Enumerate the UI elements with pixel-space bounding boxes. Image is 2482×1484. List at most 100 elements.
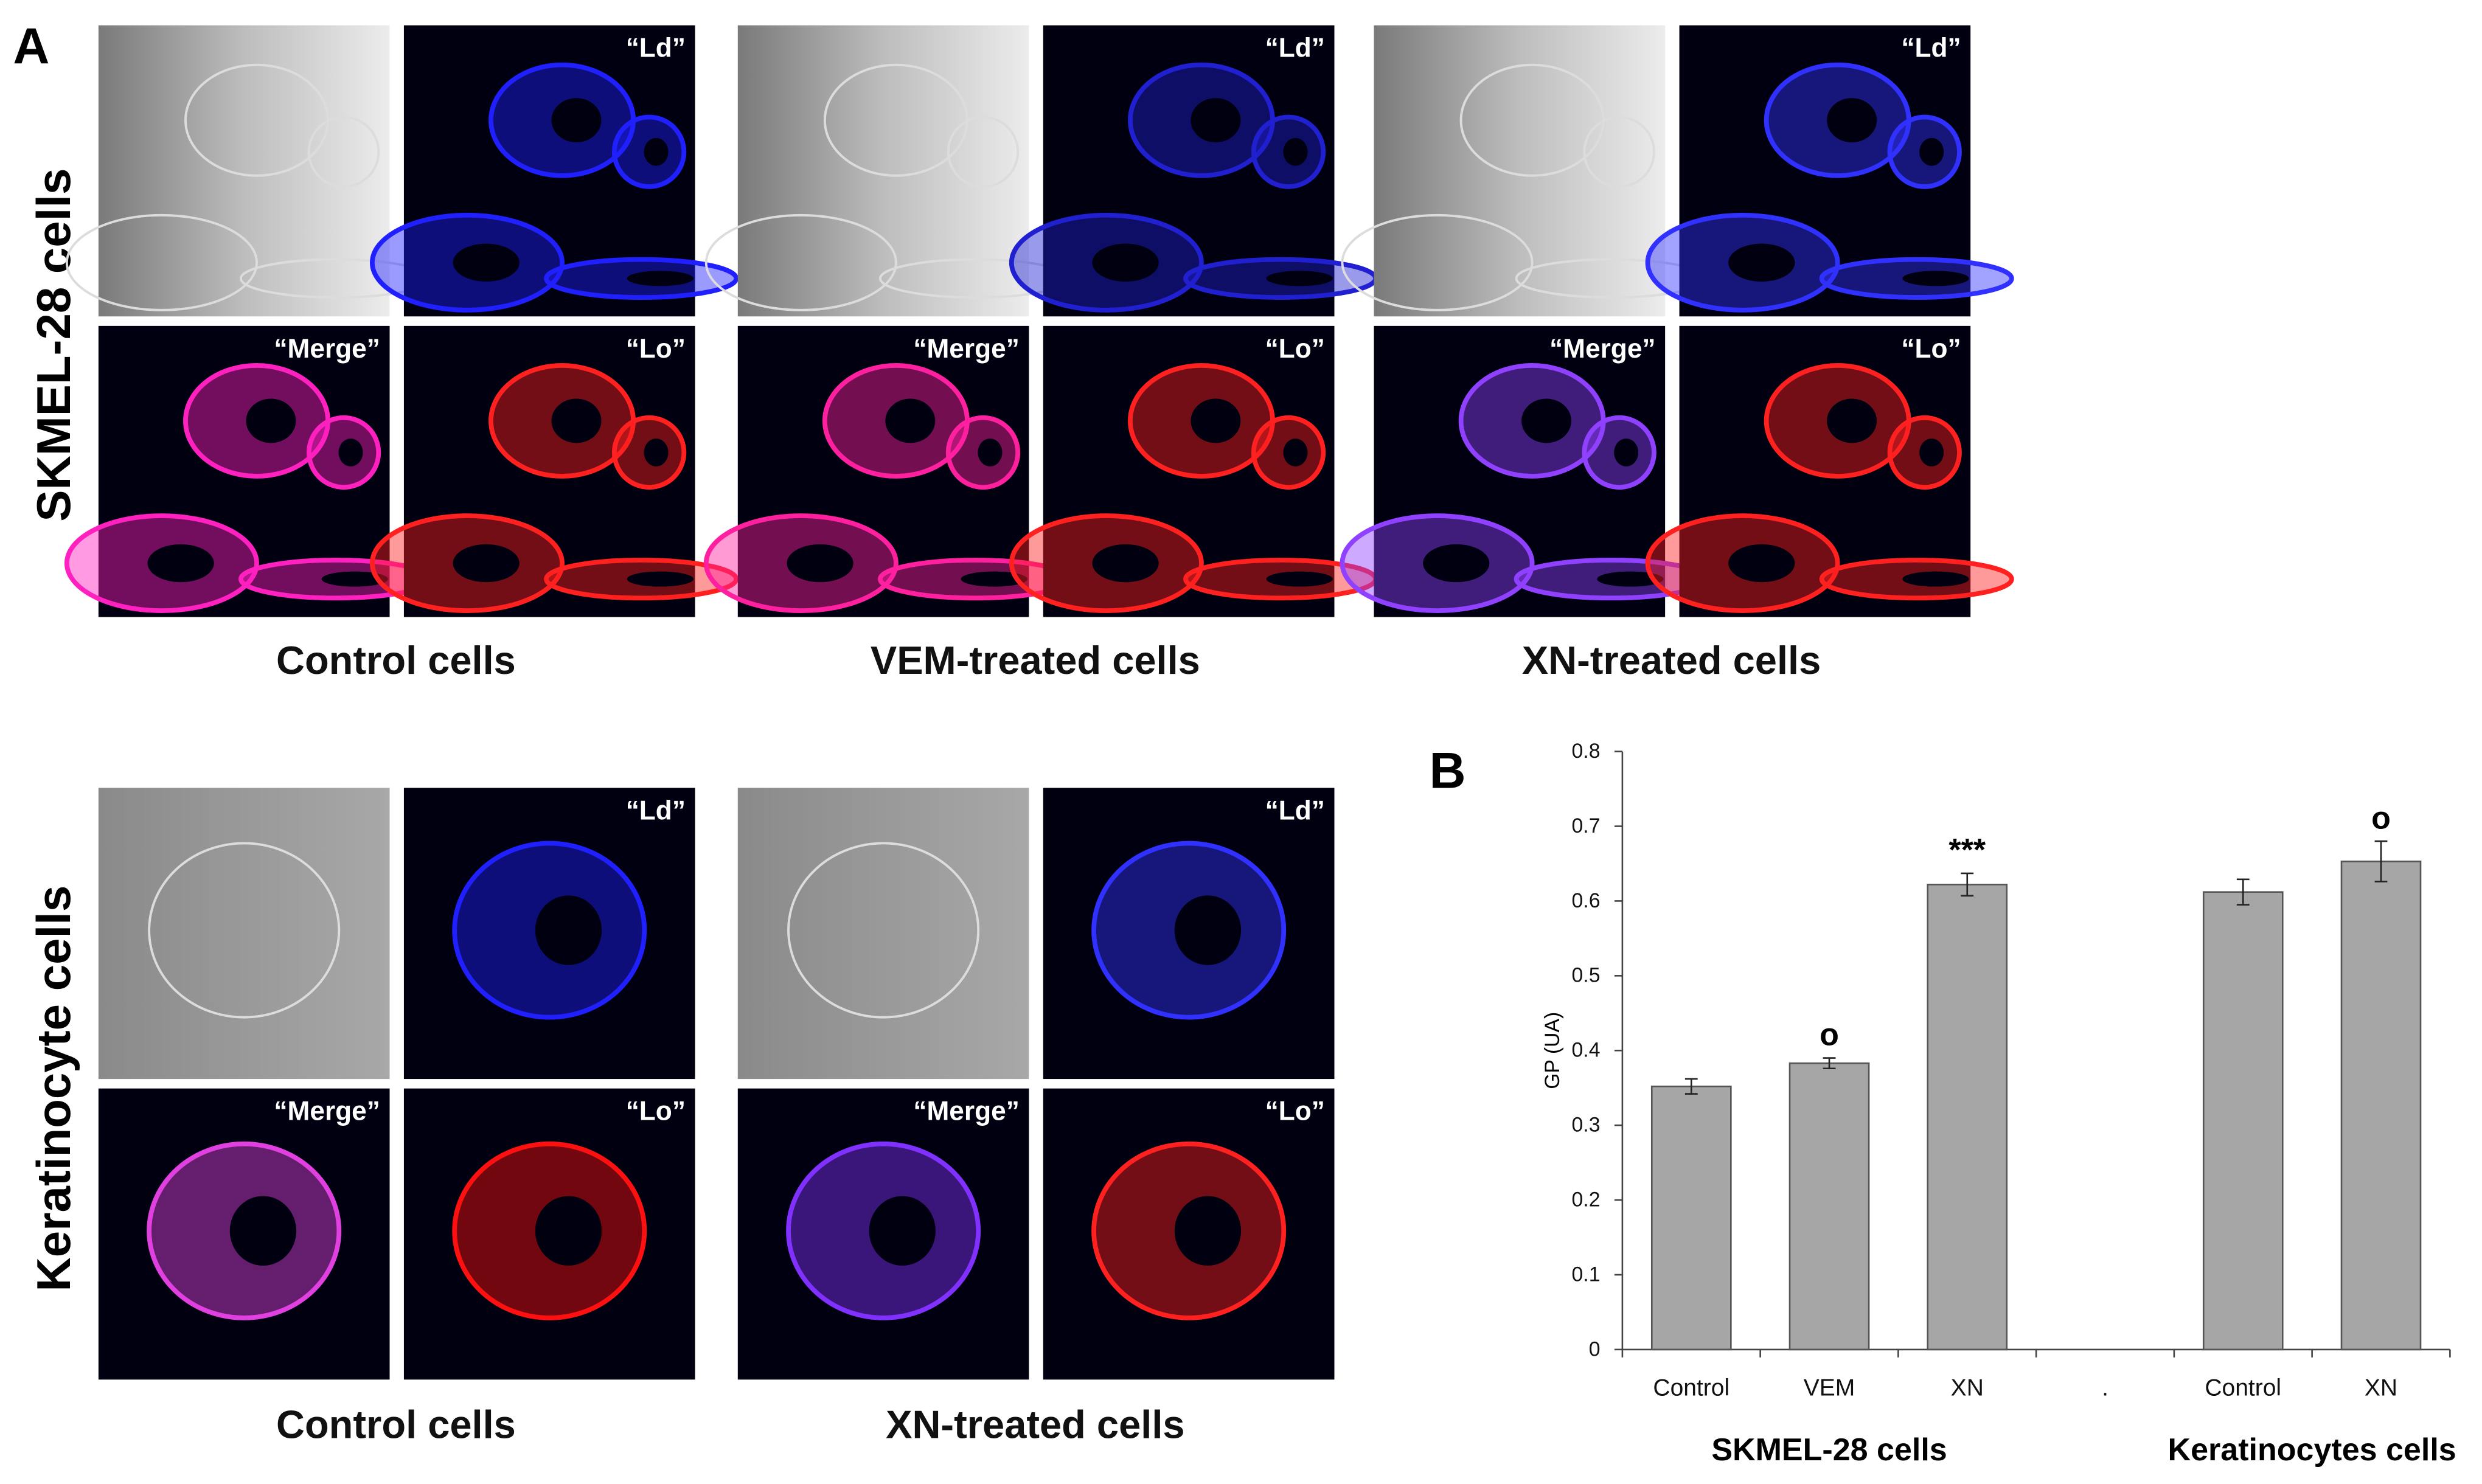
- y-tick-label: 0.1: [1572, 1263, 1601, 1286]
- micrograph-fluorescence: “Lo”: [1043, 1088, 1335, 1380]
- image-bg: [403, 325, 695, 617]
- image-bg: [1679, 325, 1971, 617]
- cell-outline: [787, 842, 980, 1019]
- x-group-label: SKMEL-28 cells: [1711, 1432, 1947, 1468]
- bar: [2340, 860, 2422, 1351]
- cell-outline: [65, 213, 258, 311]
- nucleus: [1191, 98, 1241, 143]
- image-bg: [737, 325, 1029, 617]
- image-bg: [737, 788, 1029, 1080]
- significance-mark: o: [1820, 1018, 1839, 1053]
- nucleus: [1092, 243, 1159, 282]
- nucleus: [644, 137, 669, 166]
- group-caption: XN-treated cells: [1522, 638, 1821, 682]
- nucleus: [1174, 1196, 1241, 1266]
- micrograph-fluorescence: “Ld”: [403, 788, 695, 1080]
- nucleus: [1283, 137, 1308, 166]
- group-caption: Control cells: [276, 638, 516, 682]
- x-tick-label: Control: [1653, 1375, 1729, 1401]
- micrograph-fluorescence: “Merge”: [703, 325, 1072, 617]
- channel-tag: “Lo”: [1265, 1097, 1325, 1126]
- nucleus: [535, 895, 602, 965]
- nucleus: [869, 1196, 936, 1266]
- channel-tag: “Ld”: [626, 796, 686, 825]
- significance-mark: ***: [1948, 833, 1986, 868]
- x-tick-label: Control: [2205, 1375, 2281, 1401]
- nucleus: [1423, 544, 1490, 583]
- micrograph-fluorescence: “Lo”: [403, 1088, 695, 1380]
- row-label: SKMEL-28 cells: [27, 168, 80, 522]
- nucleus: [627, 271, 693, 286]
- channel-tag: “Ld”: [1265, 796, 1325, 825]
- nucleus: [338, 439, 363, 466]
- significance-mark: o: [2371, 800, 2391, 836]
- y-tick-label: 0.4: [1572, 1039, 1601, 1062]
- image-bg: [403, 25, 695, 317]
- x-group-label: Keratinocytes cells: [2168, 1432, 2456, 1468]
- image-bg: [98, 325, 390, 617]
- nucleus: [961, 571, 1027, 587]
- channel-tag: “Merge”: [913, 334, 1019, 364]
- micrograph-brightfield: [98, 788, 390, 1080]
- channel-tag: “Lo”: [1901, 334, 1961, 364]
- micrograph-brightfield: [65, 25, 433, 317]
- y-tick-label: 0: [1589, 1337, 1601, 1361]
- cell-outline: [1583, 116, 1655, 188]
- cell-outline: [307, 116, 380, 188]
- nucleus: [453, 544, 520, 583]
- nucleus: [229, 1196, 297, 1266]
- y-tick-label: 0.5: [1572, 964, 1601, 987]
- nucleus: [453, 243, 520, 282]
- nucleus: [978, 439, 1003, 466]
- micrograph-fluorescence: “Lo”: [1645, 325, 2014, 617]
- channel-tag: “Ld”: [626, 33, 686, 63]
- nucleus: [1919, 439, 1944, 466]
- group-caption: Control cells: [276, 1403, 516, 1447]
- image-bg: [1679, 25, 1971, 317]
- bar: [1788, 1062, 1870, 1351]
- image-bg: [737, 25, 1029, 317]
- bar: [1650, 1085, 1732, 1351]
- micrograph-fluorescence: “Merge”: [98, 1088, 390, 1380]
- nucleus: [1827, 398, 1877, 443]
- image-bg: [98, 788, 390, 1080]
- nucleus: [321, 571, 388, 587]
- channel-tag: “Ld”: [1901, 33, 1961, 63]
- nucleus: [627, 571, 693, 587]
- nucleus: [1283, 439, 1308, 466]
- channel-tag: “Lo”: [1265, 334, 1325, 364]
- y-tick-label: 0.3: [1572, 1114, 1601, 1137]
- image-bg: [1043, 25, 1335, 317]
- y-tick-label: 0.7: [1572, 814, 1601, 837]
- nucleus: [1092, 544, 1159, 583]
- x-tick-label: .: [2102, 1375, 2108, 1401]
- micrograph-fluorescence: “Merge”: [737, 1088, 1029, 1380]
- channel-tag: “Lo”: [626, 334, 686, 364]
- channel-tag: “Merge”: [1549, 334, 1655, 364]
- micrograph-fluorescence: “Ld”: [369, 25, 739, 317]
- nucleus: [1521, 398, 1572, 443]
- nucleus: [551, 98, 602, 143]
- nucleus: [1597, 571, 1664, 587]
- x-tick-label: XN: [2365, 1375, 2397, 1401]
- channel-tag: “Merge”: [913, 1097, 1019, 1126]
- bar: [1927, 884, 2008, 1351]
- nucleus: [885, 398, 936, 443]
- bar: [2202, 891, 2284, 1351]
- image-bg: [1043, 325, 1335, 617]
- nucleus: [1902, 571, 1969, 587]
- nucleus: [551, 398, 602, 443]
- micrograph-brightfield: [704, 25, 1072, 317]
- nucleus: [1266, 571, 1333, 587]
- image-bg: [1374, 25, 1666, 317]
- micrograph-brightfield: [737, 788, 1029, 1080]
- nucleus: [1919, 137, 1944, 166]
- nucleus: [1614, 439, 1639, 466]
- nucleus: [787, 544, 853, 583]
- nucleus: [1728, 243, 1795, 282]
- cell-outline: [1341, 213, 1534, 311]
- nucleus: [644, 439, 669, 466]
- y-tick-label: 0.8: [1572, 740, 1601, 763]
- micrograph-fluorescence: “Lo”: [1009, 325, 1378, 617]
